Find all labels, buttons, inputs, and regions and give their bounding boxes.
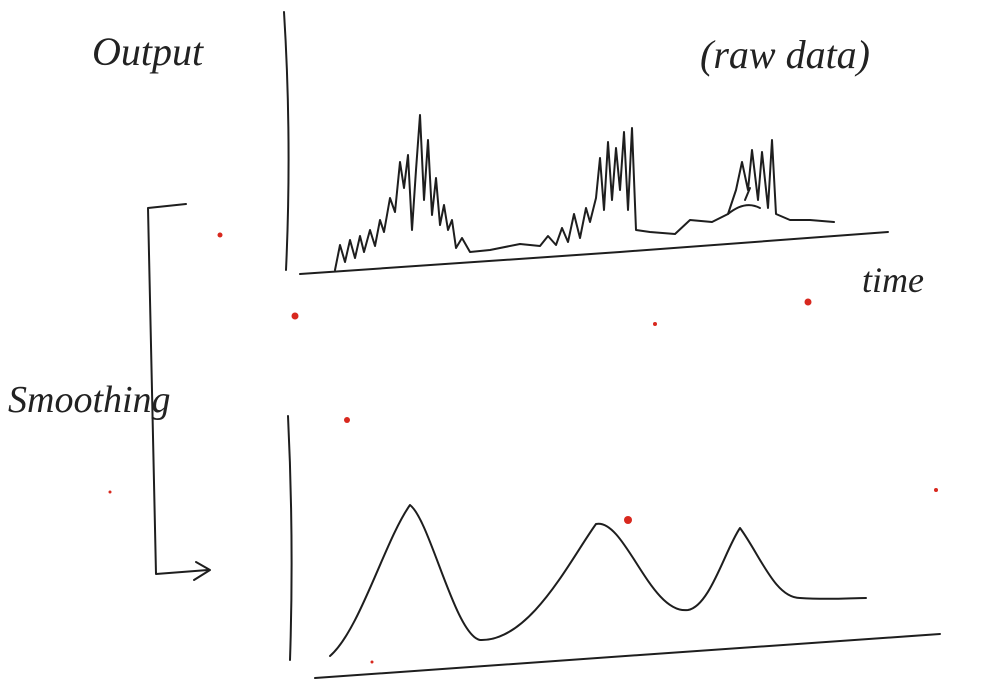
speck [292, 313, 299, 320]
speck [218, 233, 223, 238]
page: Output (raw data) time Smoothing (() => … [0, 0, 990, 685]
y-axis-label: Output [92, 29, 204, 74]
annotation: (raw data) [700, 32, 870, 77]
speck [371, 661, 374, 664]
process-label: Smoothing [8, 379, 171, 421]
speck [344, 417, 350, 423]
speck [653, 322, 657, 326]
speck [934, 488, 938, 492]
x-axis [300, 232, 888, 274]
speck [109, 491, 112, 494]
raw-data-line [335, 115, 834, 270]
y-axis [288, 416, 292, 660]
speck [624, 516, 632, 524]
x-axis-label: time [862, 260, 924, 300]
speck [805, 299, 812, 306]
smoothed-line [330, 505, 866, 656]
y-axis [284, 12, 289, 270]
sketch: Output (raw data) time Smoothing [0, 0, 990, 685]
x-axis [315, 634, 940, 678]
